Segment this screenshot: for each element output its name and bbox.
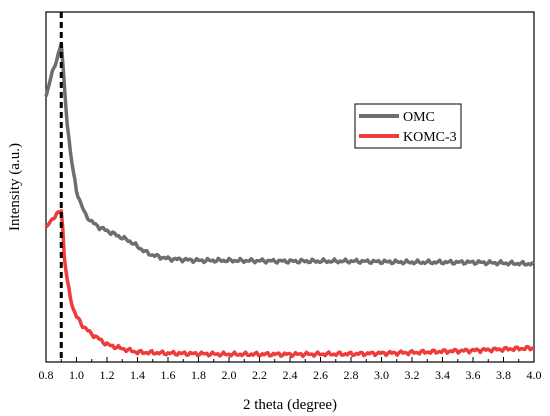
series-layer [44, 42, 535, 359]
x-tick-label: 2.0 [222, 368, 237, 382]
x-tick-label: 1.0 [69, 368, 84, 382]
legend-box [354, 103, 462, 149]
legend: OMC KOMC-3 [354, 103, 462, 149]
x-tick-label: 4.0 [527, 368, 542, 382]
x-tick-label: 2.6 [313, 368, 328, 382]
series-line-komc-3 [44, 209, 535, 359]
x-tick-label: 1.2 [100, 368, 115, 382]
x-tick-label: 2.2 [252, 368, 267, 382]
plot-frame [45, 11, 535, 363]
legend-entries: OMC KOMC-3 [359, 110, 457, 145]
x-tick-label: 3.2 [405, 368, 420, 382]
x-tick-label: 2.8 [344, 368, 359, 382]
x-tick-label: 3.8 [496, 368, 511, 382]
x-axis-ticks: 0.8 1.0 1.2 1.4 1.6 1.8 2.0 2.2 2.4 2.6 2.8 3.0 3.2 3… [39, 357, 542, 382]
x-tick-label: 0.8 [39, 368, 54, 382]
x-tick-label: 3.0 [374, 368, 389, 382]
x-tick-label: 1.4 [130, 368, 145, 382]
x-tick-label: 1.6 [161, 368, 176, 382]
x-tick-label: 2.4 [283, 368, 298, 382]
series-line-omc [44, 42, 535, 267]
x-tick-label: 3.4 [435, 368, 450, 382]
x-tick-label: 3.6 [466, 368, 481, 382]
y-axis-label: Intensity (a.u.) [7, 143, 23, 231]
x-tick-label: 1.8 [191, 368, 206, 382]
legend-label-komc-3: KOMC-3 [403, 130, 457, 145]
plot-area [45, 11, 535, 363]
x-axis-label: 2 theta (degree) [243, 397, 337, 413]
legend-label-omc: OMC [403, 110, 435, 125]
